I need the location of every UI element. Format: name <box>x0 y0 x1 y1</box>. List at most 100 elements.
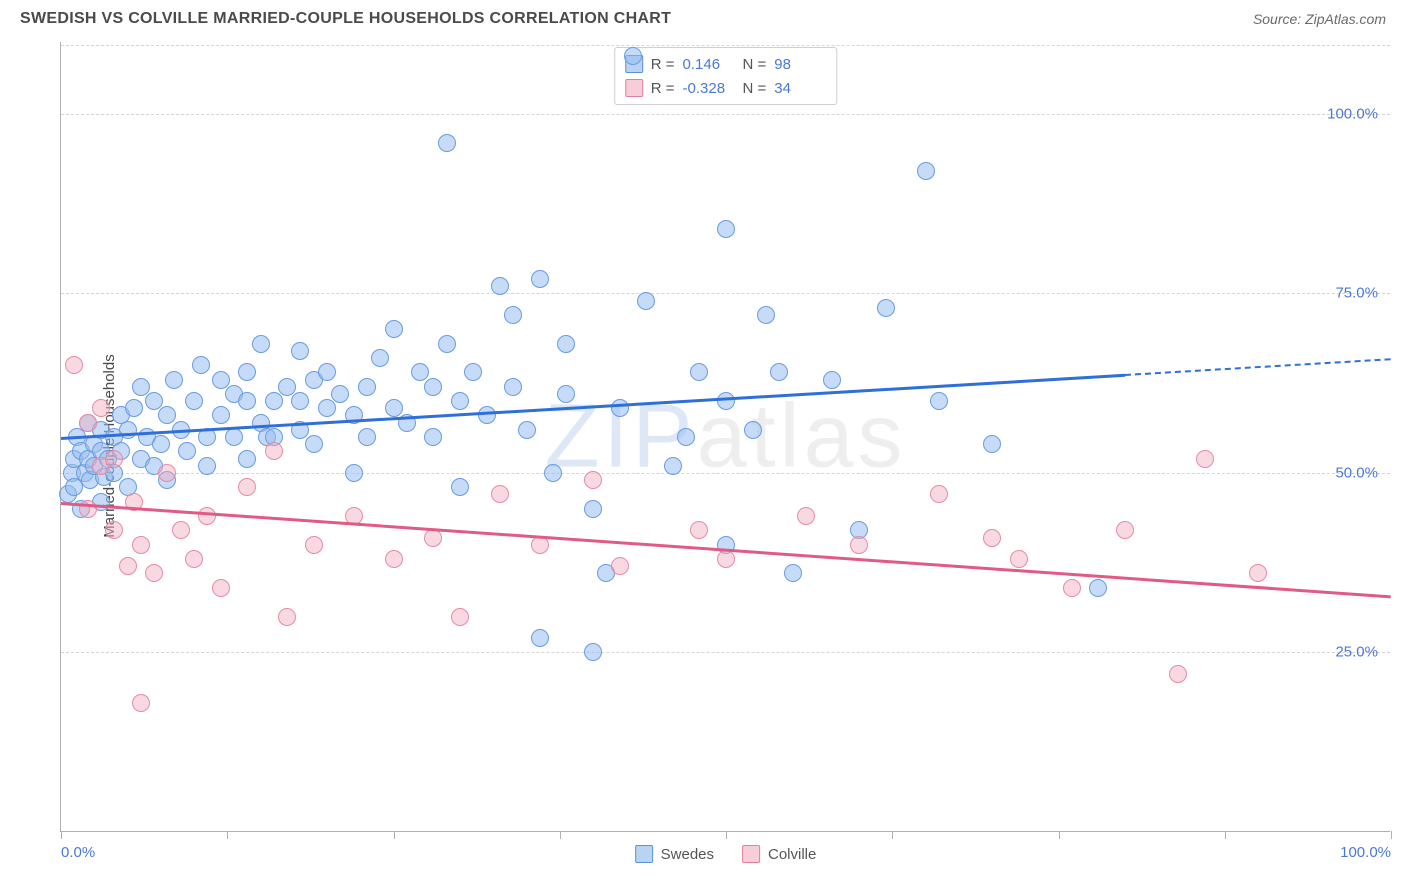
data-point <box>119 421 137 439</box>
data-point <box>252 335 270 353</box>
legend-n-value: 98 <box>774 56 826 73</box>
data-point <box>331 385 349 403</box>
data-point <box>79 414 97 432</box>
chart-title: SWEDISH VS COLVILLE MARRIED-COUPLE HOUSE… <box>20 10 671 28</box>
data-point <box>212 579 230 597</box>
data-point <box>192 356 210 374</box>
data-point <box>1249 564 1267 582</box>
data-point <box>178 442 196 460</box>
source-name: ZipAtlas.com <box>1305 11 1386 27</box>
data-point <box>797 507 815 525</box>
data-point <box>358 378 376 396</box>
data-point <box>744 421 762 439</box>
data-point <box>438 134 456 152</box>
data-point <box>544 464 562 482</box>
data-point <box>165 371 183 389</box>
data-point <box>371 349 389 367</box>
data-point <box>424 529 442 547</box>
data-point <box>385 399 403 417</box>
data-point <box>504 306 522 324</box>
data-point <box>557 385 575 403</box>
data-point <box>198 507 216 525</box>
legend-swatch <box>635 845 653 863</box>
data-point <box>1169 665 1187 683</box>
data-point <box>557 335 575 353</box>
data-point <box>478 406 496 424</box>
data-point <box>438 335 456 353</box>
x-tick <box>1059 831 1060 839</box>
legend-r-value: 0.146 <box>683 56 735 73</box>
data-point <box>850 536 868 554</box>
data-point <box>518 421 536 439</box>
data-point <box>105 521 123 539</box>
data-point <box>158 464 176 482</box>
data-point <box>185 550 203 568</box>
gridline <box>61 473 1390 474</box>
legend-series-item: Swedes <box>635 845 714 863</box>
data-point <box>424 378 442 396</box>
y-tick-label: 25.0% <box>1335 644 1378 661</box>
legend-r-label: R = <box>651 56 675 73</box>
data-point <box>185 392 203 410</box>
data-point <box>291 392 309 410</box>
y-tick-label: 75.0% <box>1335 285 1378 302</box>
data-point <box>531 270 549 288</box>
data-point <box>464 363 482 381</box>
data-point <box>318 363 336 381</box>
data-point <box>132 378 150 396</box>
data-point <box>411 363 429 381</box>
gridline <box>61 652 1390 653</box>
data-point <box>584 643 602 661</box>
data-point <box>1196 450 1214 468</box>
legend-swatch <box>742 845 760 863</box>
data-point <box>584 500 602 518</box>
data-point <box>65 356 83 374</box>
data-point <box>105 450 123 468</box>
data-point <box>132 694 150 712</box>
x-tick <box>560 831 561 839</box>
legend-series-label: Colville <box>768 846 816 863</box>
legend-series: Swedes Colville <box>635 845 817 863</box>
data-point <box>624 47 642 65</box>
data-point <box>92 399 110 417</box>
data-point <box>611 399 629 417</box>
legend-n-label: N = <box>743 56 767 73</box>
data-point <box>278 608 296 626</box>
data-point <box>158 406 176 424</box>
source-attribution: Source: ZipAtlas.com <box>1253 11 1386 27</box>
x-tick-label: 0.0% <box>61 844 95 861</box>
data-point <box>145 564 163 582</box>
data-point <box>152 435 170 453</box>
legend-series-label: Swedes <box>661 846 714 863</box>
data-point <box>212 406 230 424</box>
data-point <box>345 464 363 482</box>
data-point <box>690 521 708 539</box>
data-point <box>198 457 216 475</box>
data-point <box>877 299 895 317</box>
data-point <box>491 485 509 503</box>
x-tick <box>227 831 228 839</box>
data-point <box>305 435 323 453</box>
data-point <box>717 550 735 568</box>
data-point <box>784 564 802 582</box>
gridline <box>61 114 1390 115</box>
data-point <box>451 608 469 626</box>
scatter-chart: ZIPatlas R =0.146N =98R =-0.328N =34 Swe… <box>60 42 1390 832</box>
x-tick <box>1391 831 1392 839</box>
data-point <box>584 471 602 489</box>
legend-r-label: R = <box>651 80 675 97</box>
data-point <box>690 363 708 381</box>
data-point <box>757 306 775 324</box>
x-tick <box>726 831 727 839</box>
data-point <box>132 536 150 554</box>
legend-series-item: Colville <box>742 845 816 863</box>
source-prefix: Source: <box>1253 11 1305 27</box>
data-point <box>238 478 256 496</box>
data-point <box>424 428 442 446</box>
data-point <box>238 392 256 410</box>
legend-stats-row: R = 0.146 N = 98 <box>625 52 827 76</box>
data-point <box>305 536 323 554</box>
data-point <box>823 371 841 389</box>
data-point <box>291 342 309 360</box>
data-point <box>172 521 190 539</box>
